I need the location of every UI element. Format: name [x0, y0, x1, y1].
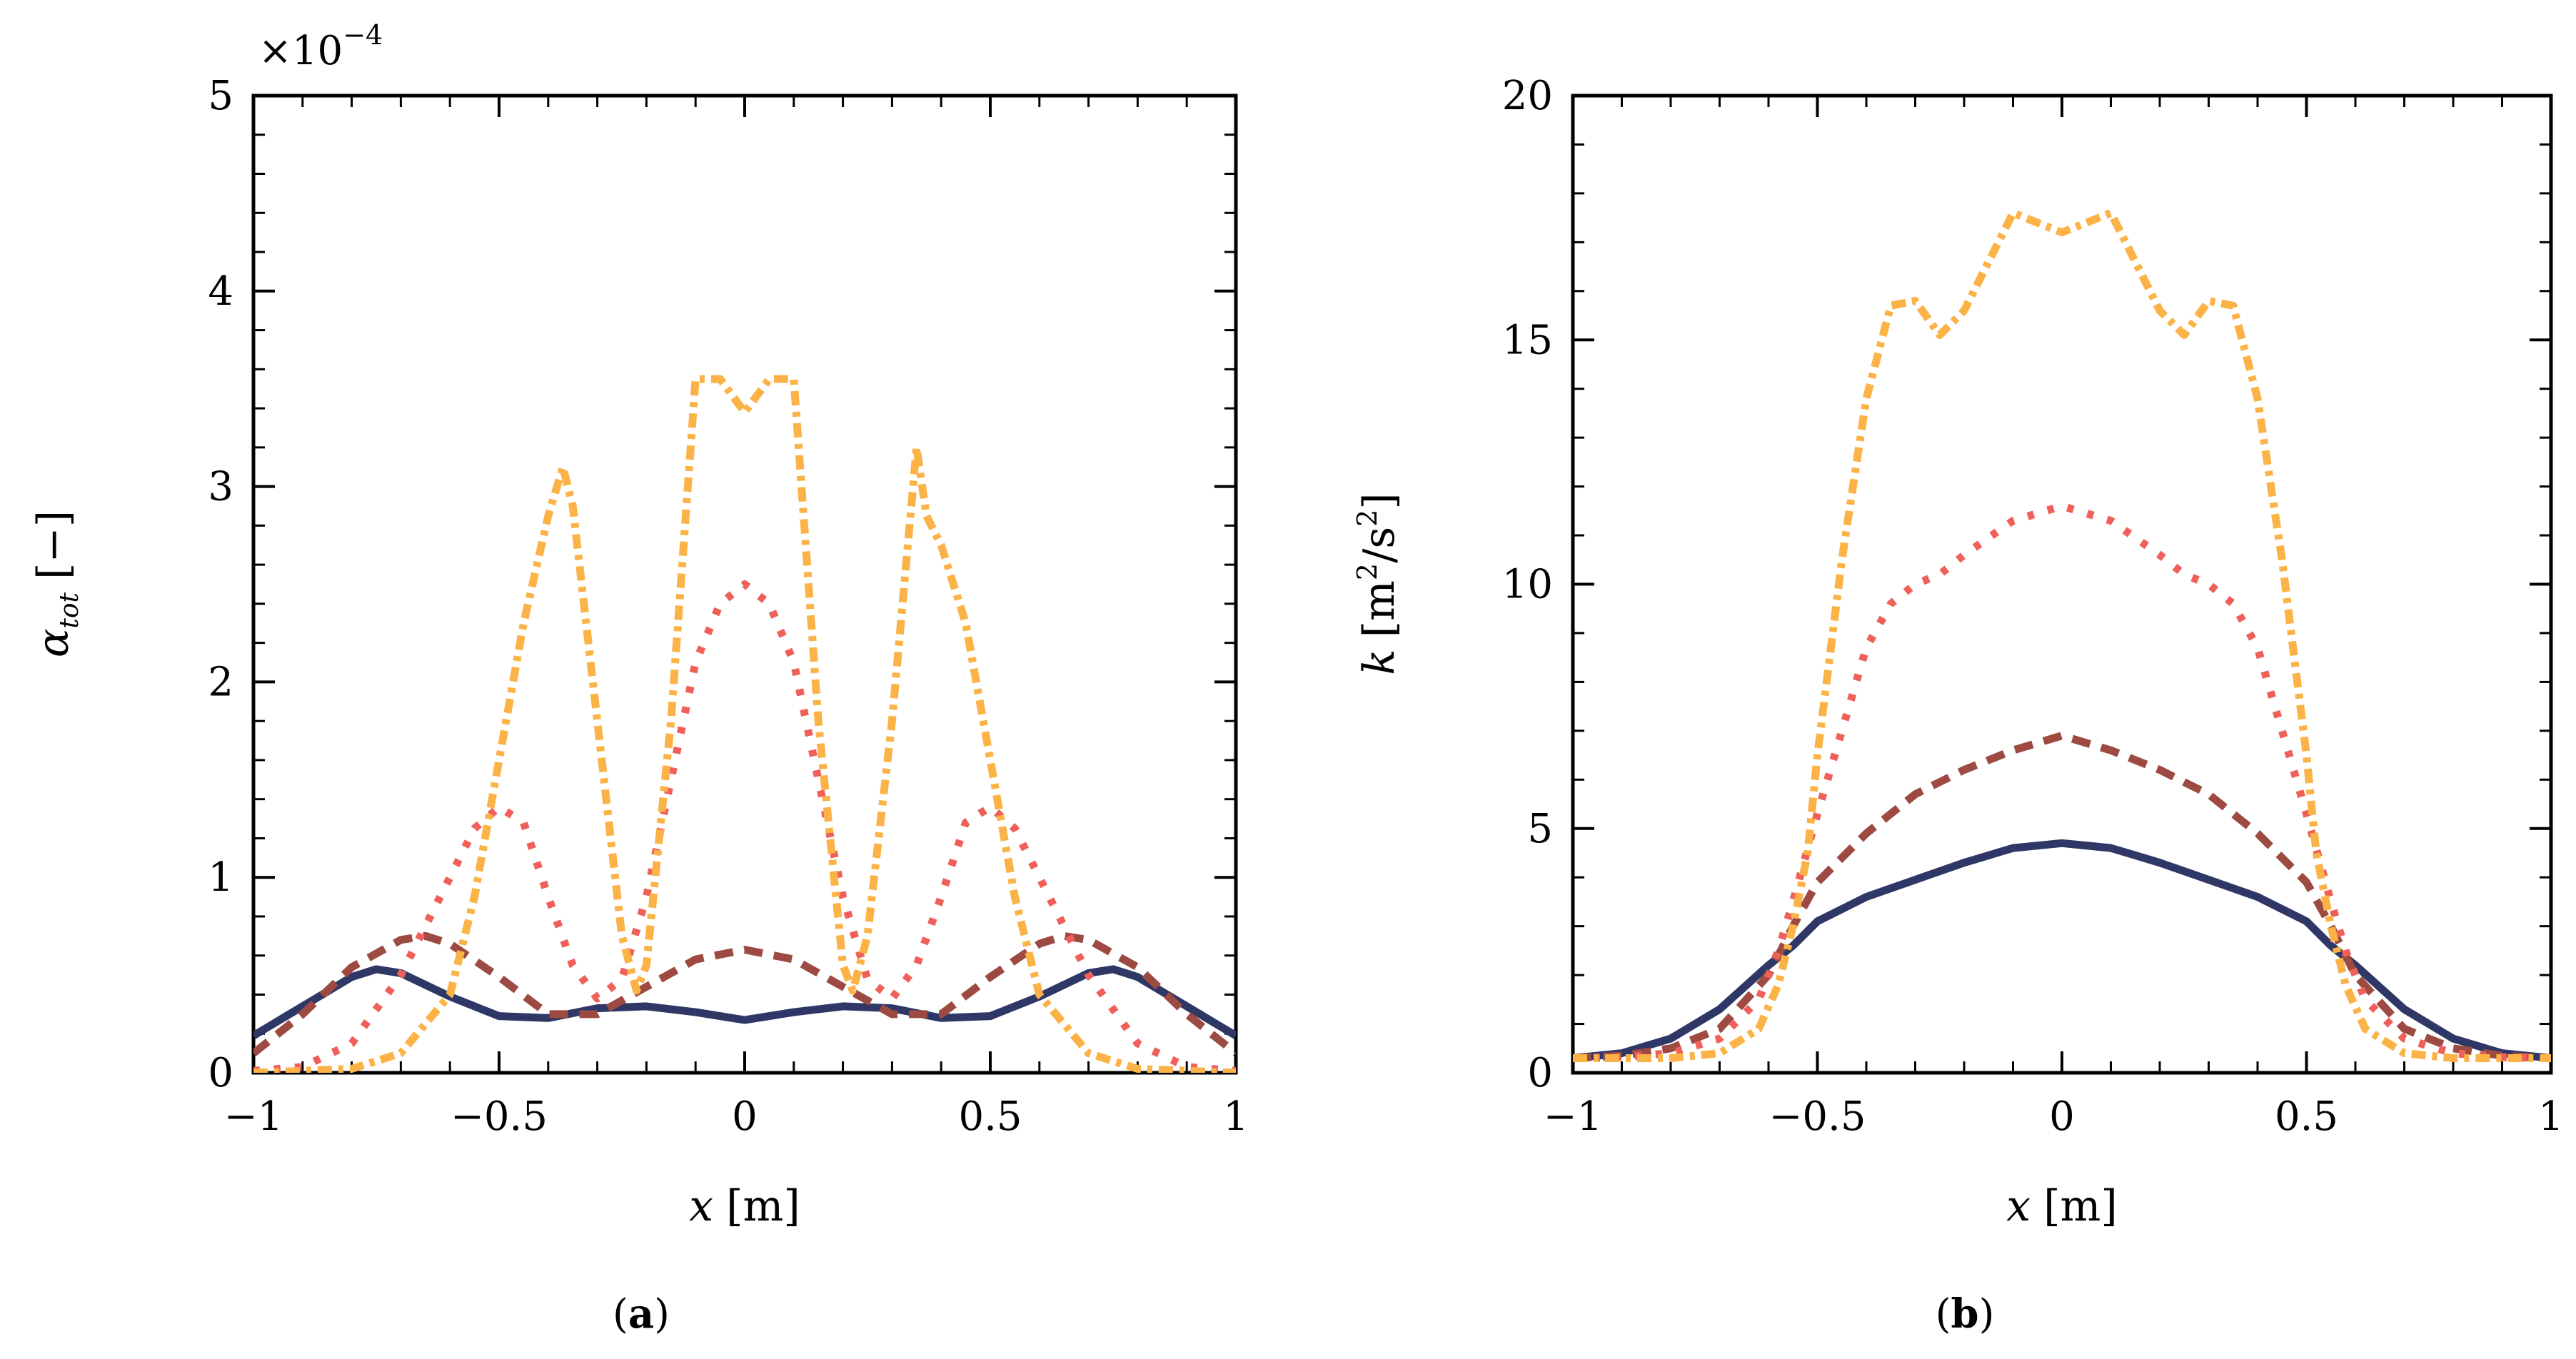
y-axis-unit-sup2-b: 2 — [1352, 510, 1383, 527]
x-axis-label-a: x [m] — [689, 1181, 800, 1231]
panel-letter-b: b — [1951, 1290, 1978, 1338]
y-axis-unit-mid-b: /s — [1354, 527, 1404, 563]
x-axis-label-b: x [m] — [2006, 1181, 2118, 1231]
y-tick-label: 10 — [1502, 562, 1553, 608]
exponent-label-a: ×10−4 — [258, 19, 383, 74]
y-tick-labels-a: 0 1 2 3 4 5 — [208, 73, 233, 1096]
x-tick-label: 0 — [732, 1093, 758, 1140]
x-tick-label: −0.5 — [451, 1093, 548, 1140]
y-axis-unit-post-b: ] — [1354, 492, 1404, 509]
plot-frame-b — [1571, 94, 2553, 1075]
y-axis-unit-pre-b: [m — [1354, 580, 1404, 637]
x-tick-label: 1 — [2538, 1093, 2564, 1140]
panel-letter-a: a — [628, 1290, 654, 1338]
y-axis-unit-a: [−] — [29, 510, 79, 580]
series-line-dashdot — [1573, 208, 2551, 1062]
panel-a: −1 −0.5 0 0.5 1 0 1 2 3 4 5 ×10−4 x [m] αtot [−] (a… — [29, 19, 1249, 1338]
x-axis-symbol-a: x — [689, 1181, 713, 1231]
y-tick-label: 5 — [208, 73, 233, 119]
y-tick-label: 2 — [208, 659, 233, 705]
x-tick-labels-b: −1 −0.5 0 0.5 1 — [1544, 1093, 2564, 1140]
y-tick-label: 0 — [208, 1050, 233, 1096]
exponent-value-a: −4 — [343, 19, 383, 51]
x-axis-unit-b: [m] — [2043, 1181, 2118, 1231]
x-tick-label: 0 — [2049, 1093, 2075, 1140]
y-axis-subscript-a: tot — [55, 592, 84, 628]
y-tick-label: 1 — [208, 854, 233, 901]
series-b — [1573, 208, 2551, 1062]
y-tick-labels-b: 0 5 10 15 20 — [1502, 73, 1553, 1096]
y-axis-symbol-a: α — [29, 629, 79, 658]
y-axis-symbol-b: k — [1354, 649, 1404, 675]
ticks-b — [1571, 94, 2552, 1074]
y-axis-unit-sup1-b: 2 — [1352, 563, 1383, 580]
y-axis-label-b: k[m2/s2] — [1352, 492, 1404, 675]
series-a — [253, 375, 1236, 1073]
x-axis-unit-a: [m] — [726, 1181, 800, 1231]
y-tick-label: 15 — [1502, 317, 1553, 363]
y-tick-label: 20 — [1502, 73, 1553, 119]
panel-label-a: (a) — [613, 1290, 670, 1338]
x-tick-label: −1 — [1544, 1093, 1603, 1140]
panel-label-b: (b) — [1936, 1290, 1995, 1338]
series-line-dotted — [253, 580, 1236, 1073]
x-axis-symbol-b: x — [2006, 1181, 2031, 1231]
x-tick-label: −0.5 — [1769, 1093, 1866, 1140]
x-tick-label: 0.5 — [958, 1093, 1022, 1140]
y-axis-label-a: αtot [−] — [29, 510, 84, 657]
series-line-dotted — [1573, 502, 2551, 1062]
y-tick-label: 0 — [1527, 1050, 1553, 1096]
x-tick-label: 0.5 — [2275, 1093, 2338, 1140]
series-line-solid — [1573, 839, 2551, 1062]
x-tick-label: −1 — [224, 1093, 283, 1140]
y-tick-label: 5 — [1527, 806, 1553, 852]
y-tick-label: 4 — [208, 268, 233, 315]
y-tick-label: 3 — [208, 464, 233, 510]
series-line-solid — [253, 965, 1236, 1039]
exponent-prefix-a: ×10 — [258, 28, 343, 74]
x-tick-labels-a: −1 −0.5 0 0.5 1 — [224, 1093, 1249, 1140]
x-tick-label: 1 — [1223, 1093, 1249, 1140]
series-line-dashed — [253, 931, 1236, 1056]
series-line-dashdot — [253, 375, 1236, 1073]
